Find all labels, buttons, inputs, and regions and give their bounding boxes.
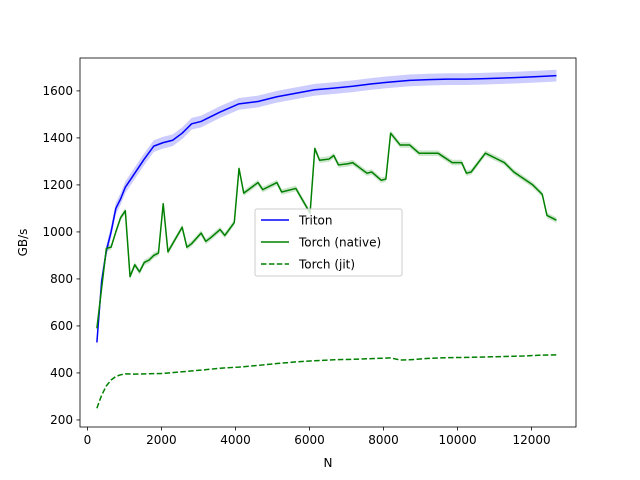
series-line-torch-jit — [96, 354, 557, 409]
x-tick-label: 8000 — [368, 433, 399, 447]
y-axis-ticks: 200 400 600 800 1000 1200 1400 1600 — [42, 84, 80, 427]
y-tick-label: 600 — [50, 319, 73, 333]
series-line-triton — [96, 74, 557, 343]
y-tick-label: 1000 — [42, 225, 73, 239]
y-tick-label: 1200 — [42, 178, 73, 192]
y-tick-label: 200 — [50, 413, 73, 427]
x-tick-label: 4000 — [220, 433, 251, 447]
series-lines — [96, 74, 557, 409]
x-tick-label: 10000 — [438, 433, 476, 447]
y-axis-label: GB/s — [16, 229, 30, 257]
legend-box — [254, 208, 403, 277]
legend: Triton Torch (native) Torch (jit) — [254, 208, 403, 277]
y-tick-label: 800 — [50, 272, 73, 286]
plot-frame — [79, 57, 577, 428]
legend-label: Torch (native) — [298, 236, 381, 250]
y-tick-label: 1400 — [42, 131, 73, 145]
x-tick-label: 2000 — [146, 433, 177, 447]
x-tick-label: 0 — [84, 433, 92, 447]
x-axis-label: N — [324, 456, 333, 470]
y-tick-label: 1600 — [42, 84, 73, 98]
x-tick-label: 6000 — [294, 433, 325, 447]
series-line-torch-native — [96, 132, 557, 329]
y-tick-label: 400 — [50, 366, 73, 380]
legend-label: Torch (jit) — [298, 258, 355, 272]
x-axis-ticks: 0 2000 4000 6000 8000 10000 12000 — [84, 427, 551, 447]
legend-label: Triton — [298, 214, 333, 228]
x-tick-label: 12000 — [512, 433, 550, 447]
